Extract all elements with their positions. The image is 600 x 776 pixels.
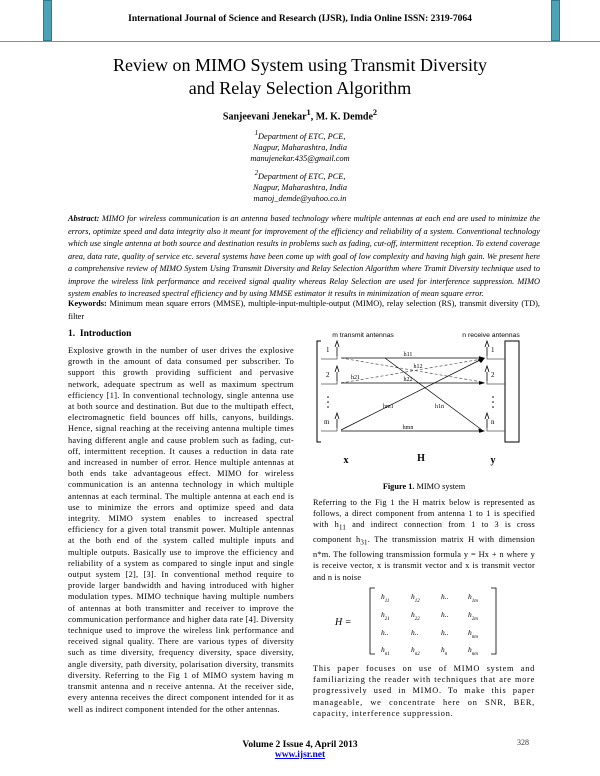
- svg-text:x: x: [344, 455, 349, 466]
- svg-text:n receive antennas: n receive antennas: [462, 332, 520, 339]
- svg-text:hn2: hn2: [411, 645, 420, 657]
- svg-text:h2m: h2m: [468, 610, 478, 622]
- svg-text:H =: H =: [334, 617, 351, 628]
- svg-text:h21: h21: [351, 375, 360, 381]
- svg-text:m transmit antennas: m transmit antennas: [332, 332, 394, 339]
- svg-text:hmn: hmn: [403, 425, 414, 431]
- svg-text:h1n: h1n: [435, 404, 444, 410]
- svg-text:m: m: [324, 418, 330, 426]
- svg-text:H: H: [417, 453, 425, 464]
- svg-text:2: 2: [491, 371, 495, 379]
- svg-text:h21: h21: [381, 610, 390, 622]
- svg-text:y: y: [491, 455, 496, 466]
- svg-text:h..: h..: [441, 628, 449, 637]
- svg-text:n: n: [491, 418, 495, 426]
- svg-text:1: 1: [326, 346, 330, 354]
- svg-text:h11: h11: [404, 352, 413, 358]
- svg-text:hnm: hnm: [468, 628, 478, 640]
- svg-text:2: 2: [326, 371, 330, 379]
- svg-text:h..: h..: [441, 592, 449, 601]
- svg-text:h22: h22: [404, 377, 413, 383]
- svg-text:hnm: hnm: [468, 645, 478, 657]
- svg-text:h11: h11: [381, 592, 389, 604]
- svg-text:hn: hn: [441, 645, 448, 657]
- svg-text:hn1: hn1: [381, 645, 390, 657]
- svg-text:h..: h..: [411, 628, 419, 637]
- svg-text:1: 1: [491, 346, 495, 354]
- svg-text:h1m: h1m: [468, 592, 478, 604]
- svg-text:hm1: hm1: [383, 404, 394, 410]
- svg-text:h22: h22: [411, 610, 420, 622]
- svg-text:h..: h..: [441, 610, 449, 619]
- svg-text:h12: h12: [411, 592, 420, 604]
- svg-text:h..: h..: [381, 628, 389, 637]
